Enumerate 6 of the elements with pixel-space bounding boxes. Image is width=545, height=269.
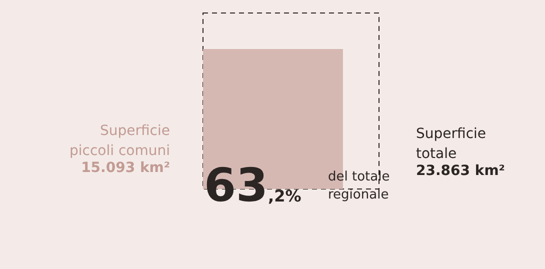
text: 63,2% — [204, 158, 302, 212]
data-label: 23.863 km² — [416, 163, 505, 179]
category-label: Superficie totale — [416, 126, 486, 162]
category-label: Superficie piccoli comuni — [69, 123, 170, 159]
text: del totale regionale — [328, 170, 390, 202]
data-label: 15.093 km² — [81, 160, 170, 176]
